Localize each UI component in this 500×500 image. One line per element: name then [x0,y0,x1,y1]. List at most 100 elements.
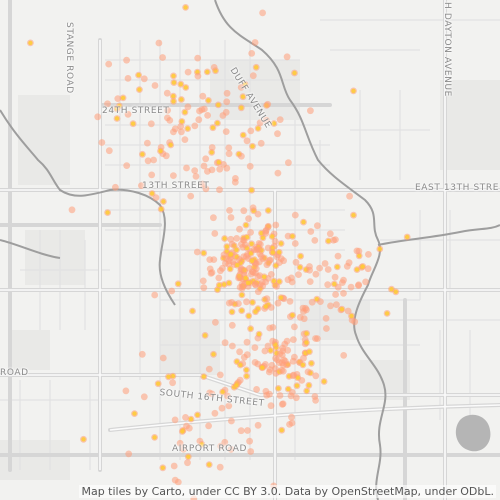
incident-marker [184,459,191,467]
incident-marker [248,50,256,57]
incident-marker-core [217,283,222,288]
incident-marker-core [266,208,271,213]
incident-marker [246,437,254,445]
incident-marker-core [321,379,327,384]
incident-marker [262,116,270,124]
incident-marker [340,352,348,359]
incident-marker-core [393,289,398,294]
incident-marker [227,446,235,453]
incident-marker [105,60,113,68]
incident-marker-core [176,281,181,286]
incident-marker-core [239,292,245,298]
incident-marker [364,265,372,273]
incident-marker [219,112,227,119]
incident-marker-core [171,94,176,99]
incident-marker-core [188,416,194,422]
incident-marker [181,136,189,144]
incident-marker-core [298,254,303,259]
incident-marker [344,307,352,315]
incident-marker-core [268,348,273,353]
incident-marker [236,376,244,384]
incident-marker-core [246,313,251,319]
incident-marker-core [234,383,239,388]
incident-marker [264,244,272,252]
incident-marker-core [248,326,253,331]
incident-marker [225,150,233,158]
incident-marker [222,128,230,136]
incident-marker-core [243,222,249,228]
incident-marker-core [229,309,235,315]
incident-marker [224,392,231,400]
incident-marker [253,386,260,393]
incident-marker [306,278,314,285]
incident-marker-core [239,105,244,111]
incident-marker [261,347,269,355]
incident-marker-core [260,365,265,370]
incident-marker-core [28,40,33,46]
incident-marker [122,387,130,395]
incident-marker [166,117,174,124]
incident-marker-core [180,429,185,434]
incident-marker [208,166,216,174]
incident-marker-core [304,388,309,394]
incident-marker [183,164,190,172]
incident-marker [283,361,291,369]
incident-marker-core [216,102,221,108]
incident-marker [276,350,284,358]
incident-marker-core [114,116,120,121]
incident-marker [245,215,253,223]
incident-marker-core [201,250,206,256]
incident-marker [192,173,200,180]
incident-marker [112,183,119,191]
incident-marker-core [215,287,220,292]
incident-marker [205,422,213,430]
incident-marker-core [239,308,244,313]
incident-marker [196,107,203,115]
incident-marker [151,291,159,299]
incident-marker-core [250,144,255,149]
incident-marker [252,265,260,272]
incident-marker-core [260,235,266,240]
incident-marker-core [339,307,345,312]
incident-marker [199,92,207,100]
incident-marker [312,335,319,342]
incident-marker [347,283,355,291]
incident-marker-core [270,234,275,239]
incident-marker-core [224,244,230,249]
incident-marker-core [306,383,312,388]
incident-marker [124,110,132,118]
incident-marker-core [351,213,356,218]
incident-marker [217,442,225,450]
incident-marker [311,393,319,400]
incident-marker [228,240,236,248]
incident-marker-core [171,99,176,104]
incident-marker-core [222,236,227,241]
incident-marker [286,298,294,305]
incident-marker [124,75,132,82]
map-attribution[interactable]: Map tiles by Carto, under CC BY 3.0. Dat… [79,485,496,498]
incident-marker [159,54,167,61]
incident-marker [105,147,113,155]
incident-marker [104,100,111,108]
incident-marker [316,264,323,272]
marker-layer [27,4,411,500]
incident-marker [210,214,217,222]
incident-marker [183,422,190,430]
incident-marker [212,318,219,326]
incident-marker [191,122,199,130]
incident-marker [240,353,248,361]
incident-marker-core [263,304,268,309]
incident-marker-core [241,132,246,138]
incident-marker-core [255,126,261,131]
incident-marker-core [377,246,382,252]
incident-marker-core [360,264,365,269]
incident-marker-core [389,287,394,292]
incident-marker-core [304,340,309,345]
incident-marker [264,342,272,350]
incident-marker [200,284,208,292]
incident-marker [268,361,276,369]
incident-marker [276,392,284,399]
incident-marker-core [351,88,356,94]
incident-marker [210,64,218,71]
